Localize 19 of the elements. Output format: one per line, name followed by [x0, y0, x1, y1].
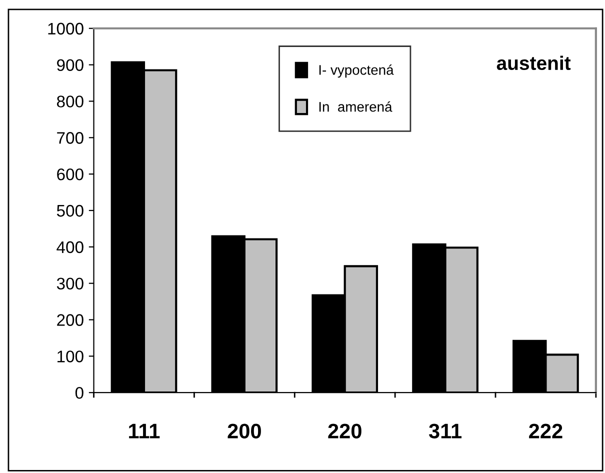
y-tick-label: 0 [75, 386, 84, 399]
y-tick-label: 800 [56, 96, 84, 108]
legend-label: In amerená [319, 101, 392, 112]
y-tick-label: 700 [57, 132, 84, 144]
x-tick-label: 200 [228, 424, 261, 438]
y-tick-label: 400 [56, 241, 84, 254]
y-tick-label: 200 [57, 314, 84, 326]
y-tick-label: 900 [57, 59, 84, 72]
annotation: austenit [496, 56, 571, 70]
x-tick-label: 311 [428, 424, 462, 438]
x-tick-label: 111 [129, 424, 160, 438]
x-tick-label: 220 [328, 424, 362, 438]
y-tick-label: 600 [57, 168, 84, 180]
y-tick-label: 1000 [48, 22, 84, 35]
y-tick-label: 500 [56, 204, 84, 217]
y-tick-label: 100 [58, 350, 84, 362]
legend-label: I- vypoctená [319, 64, 394, 78]
y-tick-label: 300 [56, 278, 84, 290]
x-tick-label: 222 [529, 424, 562, 438]
